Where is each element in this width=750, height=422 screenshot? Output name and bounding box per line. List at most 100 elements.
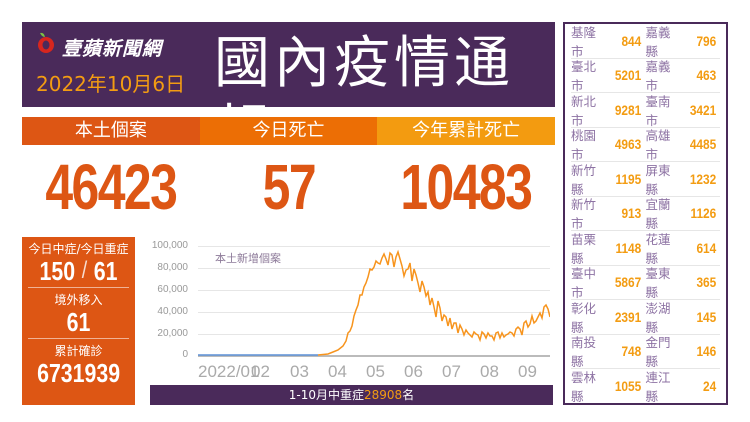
- x-tick: 07: [442, 362, 461, 381]
- city-value: 1195: [615, 170, 642, 187]
- city-value: 1126: [690, 205, 716, 222]
- daily-cases-chart: 100,000 80,000 60,000 40,000 20,000 0 本土…: [145, 237, 555, 385]
- city-value: 365: [696, 274, 716, 291]
- cumulative-value: 6731939: [37, 358, 121, 388]
- city-name: 新竹市: [571, 197, 597, 232]
- imported-section: 境外移入 61: [28, 288, 129, 339]
- x-axis: [198, 355, 550, 357]
- city-name: 臺北市: [571, 59, 597, 94]
- city-row: 雲林縣 1055 連江縣 24: [571, 369, 720, 404]
- separator: /: [81, 257, 88, 284]
- city-row: 基隆市 844 嘉義縣 796: [571, 24, 720, 59]
- city-row: 彰化縣 2391 澎湖縣 145: [571, 300, 720, 335]
- city-row: 桃園市 4963 高雄市 4485: [571, 128, 720, 163]
- chart-legend: 本土新增個案: [215, 252, 281, 265]
- moderate-severe-label: 今日中症/今日重症: [28, 242, 129, 256]
- city-name: 基隆市: [571, 24, 597, 59]
- city-value: 796: [696, 32, 716, 49]
- city-value: 463: [696, 67, 716, 84]
- city-name: 桃園市: [571, 128, 597, 163]
- y-tick: 60,000: [157, 284, 188, 295]
- year-deaths-label: 今年累計死亡: [377, 117, 556, 145]
- gridline: [198, 268, 550, 269]
- city-name: 嘉義市: [645, 59, 671, 94]
- city-name: 花蓮縣: [645, 231, 671, 266]
- severe-summary-value: 28908: [364, 388, 403, 402]
- local-cases-value: 46423: [45, 151, 178, 223]
- city-name: 臺東縣: [645, 266, 671, 301]
- city-name: 苗栗縣: [571, 231, 597, 266]
- city-value: 145: [696, 308, 716, 325]
- cumulative-label: 累計確診: [54, 344, 103, 358]
- moderate-value: 150: [39, 256, 76, 286]
- severe-summary-bar: 1-10月中重症28908名: [150, 385, 553, 405]
- y-tick: 80,000: [157, 262, 188, 273]
- gridline: [198, 246, 550, 247]
- city-name: 嘉義縣: [645, 24, 671, 59]
- cases-line: [198, 249, 550, 356]
- city-row: 臺中市 5867 臺東縣 365: [571, 266, 720, 301]
- city-name: 彰化縣: [571, 300, 597, 335]
- y-tick: 20,000: [157, 328, 188, 339]
- city-value: 4963: [615, 136, 642, 153]
- city-row: 南投縣 748 金門縣 146: [571, 335, 720, 370]
- x-tick: 04: [328, 362, 347, 381]
- city-value: 5867: [615, 274, 642, 291]
- city-name: 臺中市: [571, 266, 597, 301]
- city-value: 4485: [689, 136, 716, 153]
- city-value: 748: [621, 343, 642, 360]
- city-value: 2391: [615, 308, 642, 325]
- apple-logo-icon: [38, 32, 54, 53]
- stats-values: 46423 57 10483: [22, 147, 555, 227]
- x-tick: 03: [290, 362, 309, 381]
- today-deaths-value: 57: [262, 151, 316, 223]
- x-tick: 02: [251, 362, 270, 381]
- severe-summary-prefix: 1-10月中重症: [288, 388, 365, 402]
- city-name: 臺南市: [645, 93, 671, 128]
- gridline: [198, 334, 550, 335]
- city-name: 連江縣: [645, 370, 671, 405]
- y-tick: 100,000: [151, 240, 188, 251]
- y-tick: 40,000: [157, 306, 188, 317]
- gridline: [198, 312, 550, 313]
- city-name: 新北市: [571, 93, 597, 128]
- moderate-severe-values: 150 / 61: [37, 257, 120, 285]
- gridline: [198, 290, 550, 291]
- severe-summary-suffix: 名: [402, 388, 415, 402]
- city-name: 澎湖縣: [645, 300, 671, 335]
- y-tick: 0: [182, 349, 188, 360]
- today-deaths-label: 今日死亡: [199, 117, 378, 145]
- brand-name: 壹蘋新聞網: [62, 38, 163, 60]
- city-value: 3421: [689, 101, 716, 118]
- imported-value: 61: [66, 307, 91, 337]
- side-stats-box: 今日中症/今日重症 150 / 61 境外移入 61 累計確診 6731939: [22, 237, 135, 405]
- x-tick: 06: [404, 362, 423, 381]
- city-row: 苗栗縣 1148 花蓮縣 614: [571, 231, 720, 266]
- city-cases-panel: 基隆市 844 嘉義縣 796 臺北市 5201 嘉義市 463 新北市 9281 臺南市…: [563, 22, 728, 405]
- severe-value: 61: [93, 256, 118, 286]
- city-name: 金門縣: [645, 335, 671, 370]
- city-row: 新竹市 913 宜蘭縣 1126: [571, 197, 720, 232]
- city-value: 1148: [615, 239, 642, 256]
- cumulative-section: 累計確診 6731939: [28, 339, 129, 389]
- city-value: 913: [621, 205, 642, 222]
- report-date: 2022年10月6日: [36, 72, 186, 96]
- city-value: 5201: [615, 67, 642, 84]
- city-name: 宜蘭縣: [645, 197, 671, 232]
- city-name: 南投縣: [571, 335, 597, 370]
- city-name: 屏東縣: [645, 162, 671, 197]
- city-value: 146: [696, 343, 716, 360]
- moderate-severe-section: 今日中症/今日重症 150 / 61: [28, 237, 129, 288]
- x-tick: 09: [518, 362, 537, 381]
- city-row: 臺北市 5201 嘉義市 463: [571, 59, 720, 94]
- city-value: 1232: [689, 170, 716, 187]
- city-name: 高雄市: [645, 128, 671, 163]
- header-banner: 壹蘋新聞網 2022年10月6日 國內疫情通報: [22, 22, 555, 164]
- x-tick: 2022/01: [198, 362, 260, 381]
- city-value: 24: [702, 378, 716, 395]
- city-value: 844: [621, 32, 642, 49]
- x-tick: 08: [480, 362, 499, 381]
- city-row: 新北市 9281 臺南市 3421: [571, 93, 720, 128]
- city-row: 新竹縣 1195 屏東縣 1232: [571, 162, 720, 197]
- city-name: 雲林縣: [571, 370, 597, 405]
